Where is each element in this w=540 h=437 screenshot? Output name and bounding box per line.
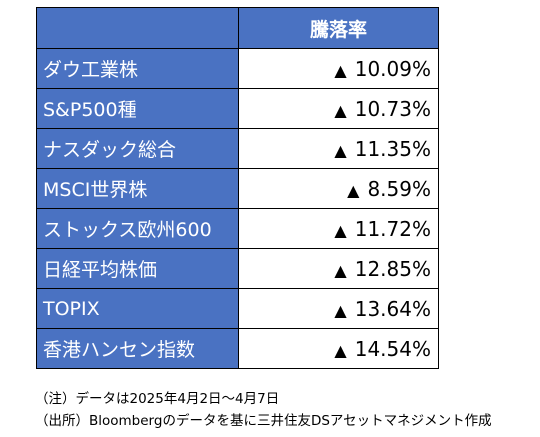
table-row: ストックス欧州600 ▲ 11.72%: [36, 208, 439, 249]
change-value: 8.59%: [367, 176, 431, 201]
triangle-up-icon: ▲: [334, 140, 347, 160]
change-value: 11.35%: [354, 136, 431, 161]
triangle-up-icon: ▲: [334, 300, 347, 320]
index-name: TOPIX: [36, 288, 239, 329]
triangle-up-icon: ▲: [334, 60, 347, 80]
footnote-source: （出所）Bloombergのデータを基に三井住友DSアセットマネジメント作成: [35, 413, 492, 429]
change-value: 12.85%: [354, 256, 431, 281]
change-value-cell: ▲ 14.54%: [238, 328, 439, 369]
triangle-up-icon: ▲: [334, 340, 347, 360]
change-value-cell: ▲ 12.85%: [238, 248, 439, 289]
table-row: 香港ハンセン指数 ▲ 14.54%: [36, 328, 439, 369]
footnote-period: （注）データは2025年4月2日～4月7日: [35, 391, 280, 407]
triangle-up-icon: ▲: [334, 260, 347, 280]
triangle-up-icon: ▲: [347, 180, 360, 200]
change-value-cell: ▲ 13.64%: [238, 288, 439, 329]
table-header-row: 騰落率: [36, 7, 439, 49]
table-row: S&P500種 ▲ 10.73%: [36, 88, 439, 129]
change-value: 11.72%: [354, 216, 431, 241]
change-value: 10.73%: [354, 96, 431, 121]
change-value-cell: ▲ 11.35%: [238, 128, 439, 169]
table-row: ナスダック総合 ▲ 11.35%: [36, 128, 439, 169]
change-value-cell: ▲ 10.09%: [238, 48, 439, 89]
change-value-cell: ▲ 11.72%: [238, 208, 439, 249]
change-value: 14.54%: [354, 336, 431, 361]
index-name: ナスダック総合: [36, 128, 239, 169]
change-value: 13.64%: [354, 296, 431, 321]
header-blank-cell: [36, 7, 239, 49]
change-value-cell: ▲ 10.73%: [238, 88, 439, 129]
change-value: 10.09%: [354, 56, 431, 81]
index-name: MSCI世界株: [36, 168, 239, 209]
header-change-rate: 騰落率: [238, 7, 439, 49]
index-name: S&P500種: [36, 88, 239, 129]
table-row: ダウ工業株 ▲ 10.09%: [36, 48, 439, 89]
table-row: 日経平均株価 ▲ 12.85%: [36, 248, 439, 289]
index-name: ダウ工業株: [36, 48, 239, 89]
index-name: 香港ハンセン指数: [36, 328, 239, 369]
triangle-up-icon: ▲: [334, 220, 347, 240]
triangle-up-icon: ▲: [334, 100, 347, 120]
table-row: MSCI世界株 ▲ 8.59%: [36, 168, 439, 209]
performance-table: 騰落率 ダウ工業株 ▲ 10.09% S&P500種 ▲ 10.73% ナスダック総…: [36, 7, 439, 369]
index-name: 日経平均株価: [36, 248, 239, 289]
change-value-cell: ▲ 8.59%: [238, 168, 439, 209]
table-row: TOPIX ▲ 13.64%: [36, 288, 439, 329]
index-name: ストックス欧州600: [36, 208, 239, 249]
